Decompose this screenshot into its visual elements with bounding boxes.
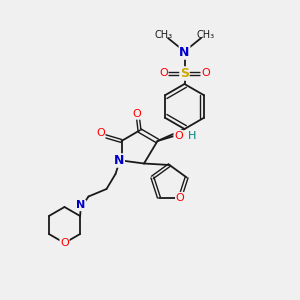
Text: N: N	[76, 200, 85, 211]
Text: O: O	[96, 128, 105, 139]
Text: O: O	[132, 109, 141, 119]
Text: H: H	[188, 130, 196, 141]
Text: N: N	[114, 154, 124, 167]
Text: S: S	[180, 67, 189, 80]
Text: O: O	[174, 130, 183, 141]
Text: O: O	[201, 68, 210, 79]
Text: CH₃: CH₃	[154, 29, 172, 40]
Text: O: O	[159, 68, 168, 79]
Text: O: O	[176, 193, 184, 202]
Text: CH₃: CH₃	[196, 29, 214, 40]
Text: O: O	[60, 238, 69, 248]
Text: N: N	[179, 46, 190, 59]
